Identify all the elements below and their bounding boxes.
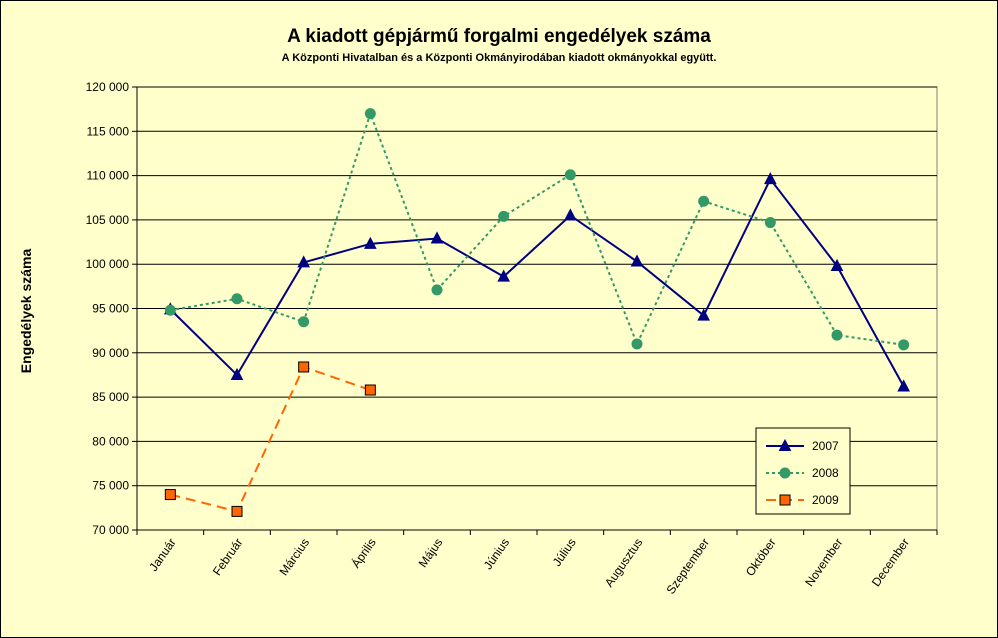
data-point-2008 [298, 316, 310, 328]
chart-subtitle: A Központi Hivatalban és a Központi Okmá… [281, 52, 717, 64]
x-tick-label: Augusztus [602, 536, 646, 590]
x-tick-labels: Január Február Március Április Május Június Jú… [146, 535, 912, 597]
x-tick-label: Március [277, 536, 313, 578]
series-line-2009 [170, 365, 371, 513]
data-point-2008 [698, 195, 710, 207]
y-tick-label: 105 000 [86, 213, 130, 227]
y-tick-label: 80 000 [92, 434, 129, 448]
x-tick-label: Január [146, 536, 179, 574]
x-tick-label: Május [416, 536, 446, 570]
data-point-2007 [897, 379, 910, 392]
x-tick-label: Április [348, 535, 379, 570]
legend: 2007 2008 2009 [755, 427, 851, 515]
y-tick-label: 120 000 [86, 80, 130, 94]
data-point-2008 [898, 339, 910, 351]
data-point-2007 [297, 255, 310, 268]
data-point-2007 [564, 208, 577, 221]
legend-marker-2009 [779, 494, 791, 506]
data-point-2009 [298, 361, 310, 373]
x-tick-label: Szeptember [664, 536, 713, 597]
x-tick-label: Október [743, 536, 779, 579]
data-point-2008 [231, 293, 243, 305]
legend-marker-2007 [778, 438, 792, 451]
data-point-2007 [697, 308, 710, 321]
data-point-2009 [364, 384, 376, 396]
series-line-2008 [170, 110, 904, 347]
data-point-2007 [364, 236, 377, 249]
data-point-2008 [164, 304, 176, 316]
legend-label-2007: 2007 [812, 439, 839, 453]
data-point-2009 [164, 489, 176, 501]
legend-label-2008: 2008 [812, 466, 839, 480]
y-tick-labels: 70 000 75 000 80 000 85 000 90 000 95 000 100 … [86, 80, 130, 537]
legend-items: 2007 2008 2009 [766, 438, 839, 507]
data-point-2007 [830, 258, 844, 271]
x-tick-label: Június [481, 536, 512, 572]
y-tick-label: 115 000 [87, 124, 130, 138]
y-tick-label: 85 000 [92, 390, 129, 404]
series-2008 [164, 108, 910, 351]
data-point-2007 [630, 254, 644, 267]
legend-label-2009: 2009 [812, 493, 839, 507]
x-tick-label: Február [210, 536, 246, 578]
y-tick-label: 75 000 [92, 479, 129, 493]
x-tick-label: Július [550, 536, 579, 569]
data-point-2008 [498, 210, 510, 222]
series-line-2007 [169, 177, 905, 387]
data-point-2007 [430, 231, 444, 244]
legend-marker-2008 [779, 467, 791, 479]
data-point-2008 [431, 284, 443, 296]
y-tick-label: 90 000 [92, 346, 129, 360]
x-tick-label: November [802, 536, 845, 589]
data-point-2007 [497, 269, 510, 282]
y-tick-label: 110 000 [87, 169, 130, 183]
data-point-2007 [764, 172, 777, 185]
data-point-2008 [564, 169, 576, 181]
x-tick-label: December [869, 536, 912, 589]
y-tick-label: 100 000 [86, 257, 130, 271]
y-tick-label: 70 000 [92, 523, 129, 537]
y-tick-label: 95 000 [92, 302, 129, 316]
series-group [164, 108, 910, 517]
data-point-2008 [631, 338, 643, 350]
data-point-2008 [764, 217, 776, 229]
series-2009 [164, 361, 376, 517]
data-point-2009 [231, 505, 243, 517]
data-point-2008 [364, 108, 376, 120]
chart-title: A kiadott gépjármű forgalmi engedélyek s… [287, 26, 711, 47]
data-point-2007 [230, 367, 244, 380]
y-axis-label: Engedélyek száma [18, 249, 34, 374]
data-point-2008 [831, 329, 843, 341]
